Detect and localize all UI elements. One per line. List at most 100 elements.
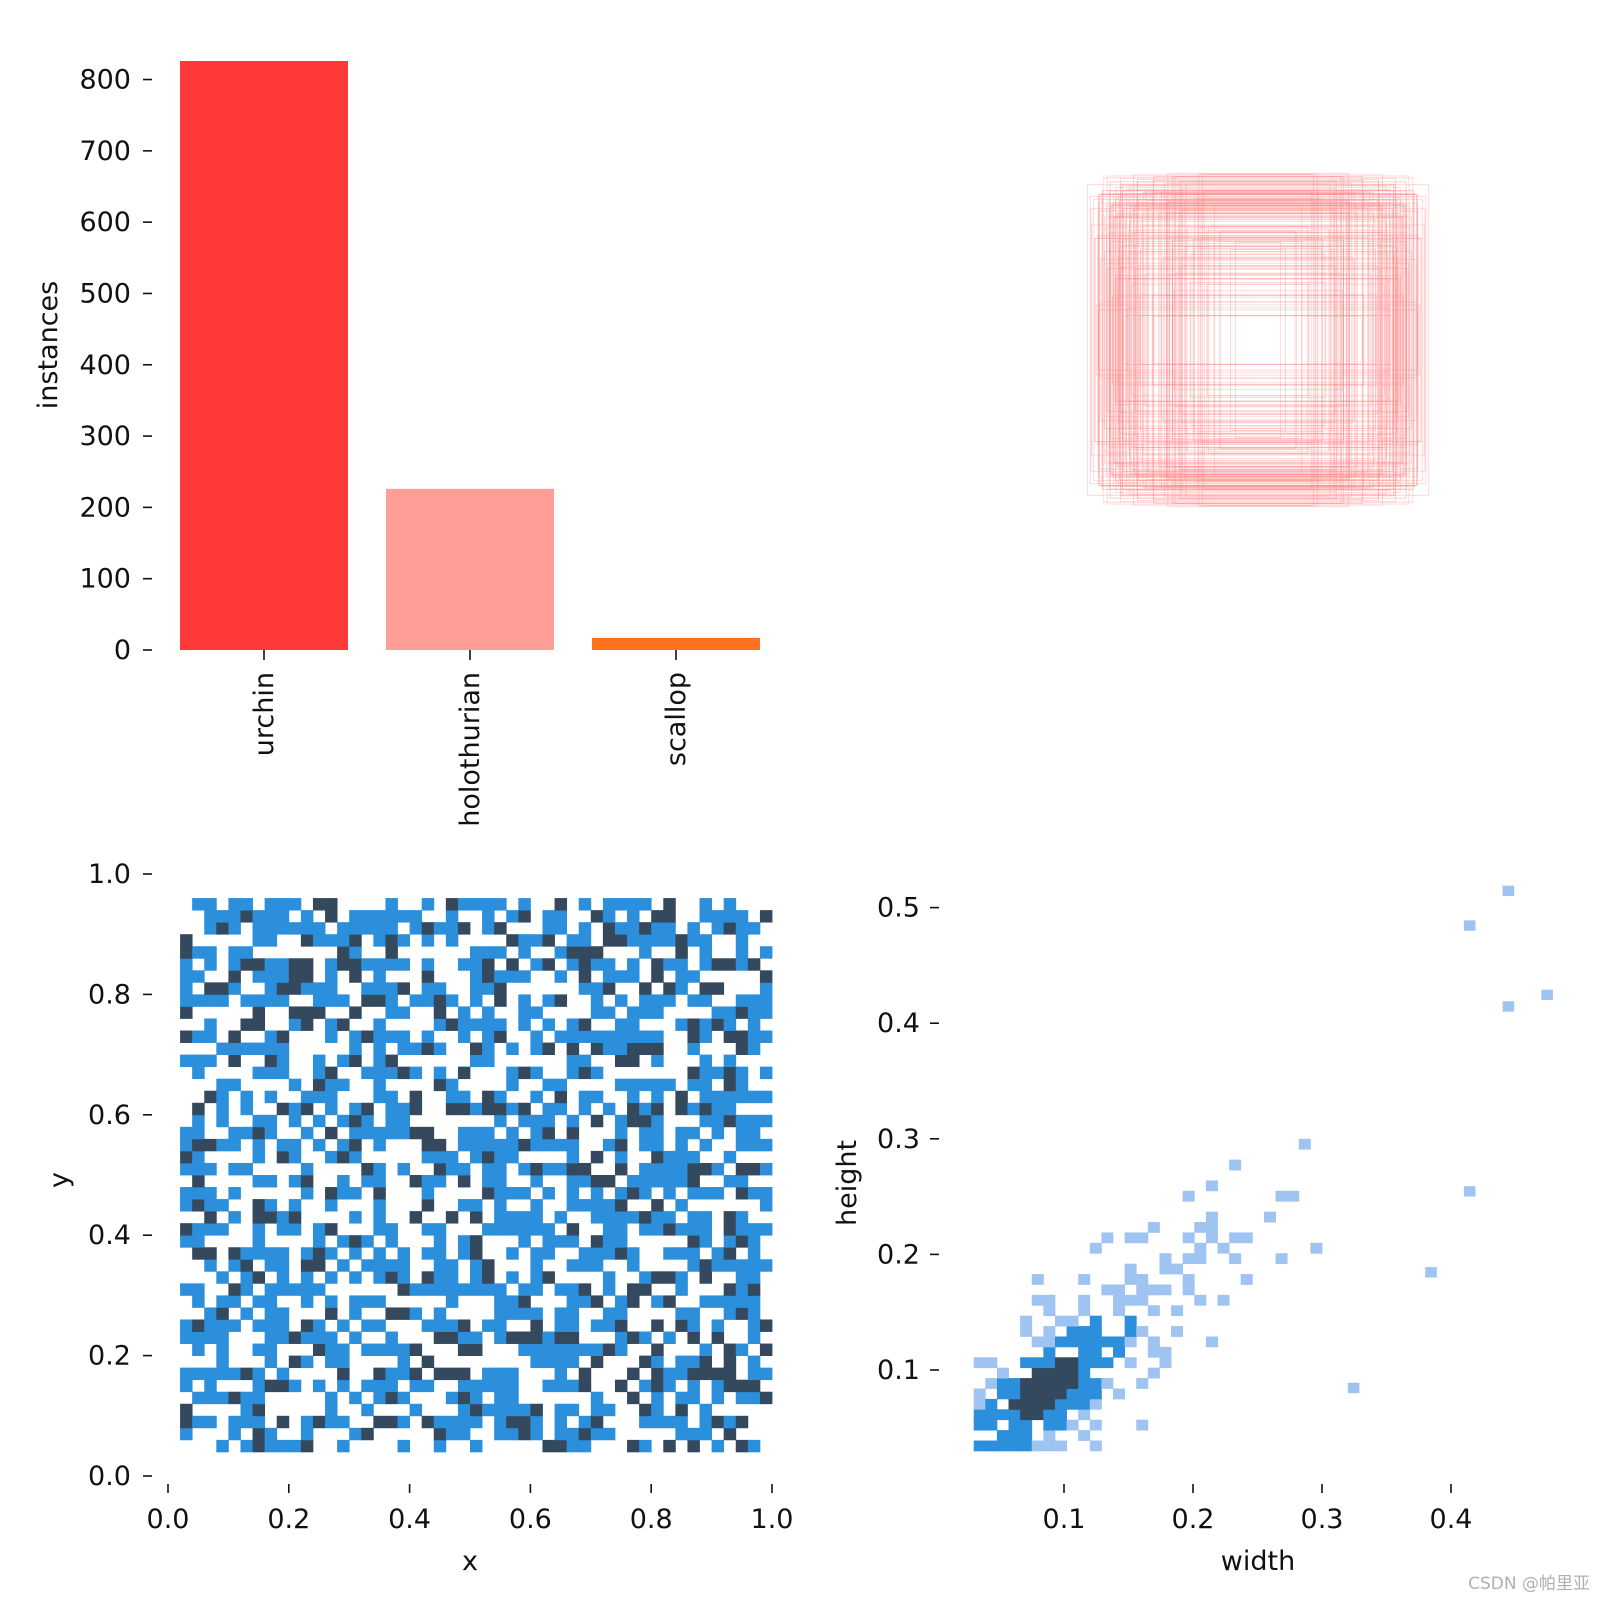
xy-cell <box>385 1090 398 1104</box>
label-box <box>1174 176 1342 504</box>
xy-cell <box>397 1247 410 1260</box>
xy-cell <box>361 982 374 995</box>
xy-cell <box>723 1150 737 1164</box>
xy-cell <box>240 946 253 959</box>
xy-cell <box>470 958 483 971</box>
xy-cell <box>264 1114 278 1128</box>
xy-cell <box>457 1090 471 1104</box>
label-box <box>1142 192 1374 488</box>
xy-cell <box>240 1391 253 1405</box>
xy-cell <box>711 1187 725 1200</box>
xy-cell <box>494 970 507 983</box>
xy-cell <box>506 1042 519 1055</box>
xy-cell <box>723 1211 737 1224</box>
label-box <box>1110 202 1406 478</box>
xy-cell <box>735 1187 749 1200</box>
xy-cell <box>228 946 241 959</box>
xy-cell <box>264 1307 278 1320</box>
xy-cell <box>747 1090 761 1104</box>
xy-cell <box>494 1307 507 1320</box>
xy-cell <box>759 1223 773 1236</box>
xy-cell <box>228 1259 241 1272</box>
wh-cell <box>1124 1357 1137 1369</box>
label-box <box>1098 202 1418 478</box>
xy-cell <box>470 1102 483 1116</box>
xy-cell <box>457 1319 471 1332</box>
xy-cell <box>614 994 628 1007</box>
xy-cell <box>373 1090 386 1104</box>
xy-cell <box>747 1259 761 1272</box>
xy-cell <box>554 1090 568 1104</box>
xy-cell <box>240 898 253 911</box>
xy-cell <box>228 910 241 923</box>
wh-xtick-label: 0.3 <box>1301 1504 1344 1535</box>
xy-cell <box>240 1090 253 1104</box>
xy-cell <box>264 1319 278 1332</box>
label-box <box>1138 199 1378 481</box>
xy-cell <box>747 1042 761 1055</box>
wh-cell <box>1089 1315 1102 1327</box>
label-box <box>1167 200 1349 480</box>
label-box <box>1153 315 1363 365</box>
xy-cell <box>759 1187 773 1200</box>
xy-cell <box>675 1247 688 1260</box>
xy-cell <box>627 1283 640 1296</box>
xy-cell <box>312 1223 326 1236</box>
xy-cell <box>312 1235 326 1248</box>
wh-cell <box>1008 1409 1021 1421</box>
xy-cell <box>735 1126 749 1140</box>
xy-cell <box>252 1379 266 1393</box>
xy-cell <box>614 898 628 911</box>
xy-histogram: 0.00.20.40.60.81.0 0.0 0.2 0.4 0.6 0.8 1.0 x … <box>44 859 793 1577</box>
label-box <box>1169 198 1347 482</box>
xy-cell <box>373 958 386 971</box>
xy-cell <box>651 1403 664 1417</box>
xy-cell <box>312 1066 326 1080</box>
xy-cell <box>711 1319 725 1332</box>
xy-cell <box>687 1175 700 1188</box>
xy-cell <box>494 1223 507 1236</box>
bar-ylabel: instances <box>33 281 64 409</box>
label-box <box>1127 253 1389 427</box>
xy-cell <box>325 1391 338 1405</box>
xy-cell <box>663 934 676 947</box>
label-box <box>1090 208 1426 472</box>
wh-cell <box>1089 1388 1102 1400</box>
xy-cell <box>530 1415 543 1429</box>
wh-cell <box>996 1388 1009 1400</box>
xy-cell <box>687 1439 700 1453</box>
label-box <box>1133 174 1383 506</box>
label-box <box>1114 216 1402 464</box>
xy-cell <box>675 1391 688 1405</box>
xy-cell <box>337 1415 350 1429</box>
label-box <box>1147 236 1369 444</box>
xy-cell <box>675 1199 688 1212</box>
xy-cell <box>216 1042 229 1055</box>
xy-cell <box>361 958 374 971</box>
xy-cell <box>276 958 290 971</box>
xy-cell <box>457 1391 471 1405</box>
xy-cell <box>723 1090 737 1104</box>
xy-cell <box>554 1319 568 1332</box>
xy-cell <box>445 994 459 1007</box>
wh-cell <box>1020 1398 1033 1410</box>
xy-cell <box>723 1030 737 1043</box>
xy-cell <box>518 1162 531 1176</box>
xy-cell <box>421 1150 435 1164</box>
xy-cell <box>433 1018 447 1031</box>
xy-cell <box>687 1066 700 1080</box>
xy-cell <box>470 1150 483 1164</box>
xy-cell <box>421 1415 435 1429</box>
xy-cell <box>602 1102 616 1116</box>
xy-cell <box>639 1379 652 1393</box>
xy-cell <box>421 1379 435 1393</box>
xy-cell <box>699 1187 712 1200</box>
xy-cell <box>240 1102 253 1116</box>
xy-cell <box>530 1126 543 1140</box>
label-box <box>1181 209 1335 471</box>
xy-cell <box>457 1126 471 1140</box>
xy-cell <box>578 1175 592 1188</box>
xy-cell <box>373 1223 386 1236</box>
label-box <box>1158 212 1358 468</box>
